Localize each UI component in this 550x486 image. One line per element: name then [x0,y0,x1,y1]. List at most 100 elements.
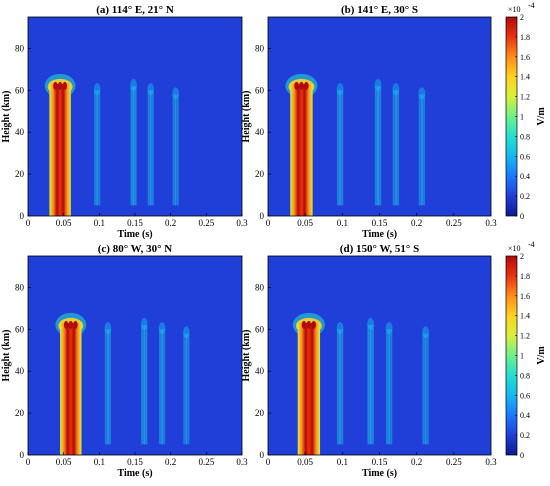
echo-stripe [134,85,137,206]
echo-stripe [341,329,344,445]
colorbar: 0 0.2 0.4 0.6 0.8 1 1.2 1.4 1.6 1.8 2×10 -4 V/m [505,240,547,460]
colorbar-multiplier: ×10 [508,244,521,253]
echo-cap [93,83,101,96]
colorbar-tick-label: 0.6 [520,391,530,400]
echo-stripe [174,94,177,206]
echo-stripe [394,90,397,206]
panel-title: (d) 150° W, 51° S [340,243,419,255]
colorbar-tick-label: 2 [520,13,524,22]
x-tick-label: 0.15 [372,218,388,228]
echo-stripe [388,329,391,445]
y-axis-label: Height (km) [1,330,12,382]
pulse-lobe [63,320,69,329]
main-pulse [290,83,313,216]
x-tick-label: 0 [26,218,31,228]
echo-stripe [130,85,133,206]
colorbar-tick-label: 1.6 [520,53,530,62]
y-tick-label: 20 [255,169,265,179]
echo-band [172,87,179,206]
x-tick-label: 0.3 [485,457,497,467]
y-tick-label: 0 [20,211,25,221]
echo-cap [183,326,190,339]
colorbar-tick-label: 0 [520,451,524,460]
pulse-lobe [57,81,63,90]
x-tick-label: 0.2 [165,457,176,467]
echo-stripe [106,329,109,445]
echo-stripe [158,329,162,445]
echo-cap [336,322,344,335]
colorbar-tick-label: 0.8 [520,371,530,380]
x-tick-label: 0.05 [56,457,72,467]
echo-band [392,83,400,206]
echo-stripe [161,329,164,445]
echo-band [374,78,382,206]
colorbar-tick-label: 0 [520,212,524,221]
echo-cap [140,317,148,330]
echo-stripe [396,90,400,206]
x-axis-label: Time (s) [117,229,152,240]
x-tick-label: 0.1 [94,457,105,467]
pulse-lobe [301,320,307,329]
echo-stripe [151,90,154,206]
colorbar-tick-label: 1.2 [520,332,530,341]
pulse-lobe [53,81,58,90]
echo-cap [418,87,426,100]
colorbar-tick-label: 1 [520,352,524,361]
x-tick-label: 0.3 [485,218,497,228]
echo-stripe [183,333,186,445]
echo-stripe [424,333,427,445]
colorbar-tick-label: 1 [520,113,524,122]
colorbar-tick-label: 1.8 [520,272,530,281]
echo-stripe [172,94,175,206]
colorbar-exponent: -4 [528,1,535,10]
y-tick-label: 60 [255,85,265,95]
y-tick-label: 60 [255,324,265,334]
y-tick-label: 80 [255,282,265,292]
y-tick-label: 60 [15,85,25,95]
panel-title: (a) 114° E, 21° N [96,4,174,16]
x-tick-label: 0 [266,457,271,467]
panel-d: 0 0.05 0.1 0.15 0.2 0.25 0.3 0 20 40 60 80 (d) 150° … [241,243,497,479]
main-pulse [49,83,71,216]
x-axis-label: Time (s) [362,229,397,240]
upper-band [268,17,491,32]
x-tick-label: 0.25 [446,457,462,467]
y-tick-label: 60 [15,324,25,334]
colorbar-tick-label: 0.2 [520,192,530,201]
echo-cap [336,83,344,96]
panel-title: (c) 80° W, 30° N [98,243,173,255]
colorbar-tick-label: 2 [520,252,524,261]
upper-band [268,256,491,271]
colorbar: 0 0.2 0.4 0.6 0.8 1 1.2 1.4 1.6 1.8 2×10 -4 V/m [505,1,547,221]
echo-cap [104,322,112,335]
colorbar-tick-label: 1.4 [520,73,530,82]
echo-stripe [149,90,152,206]
echo-stripe [338,90,342,206]
echo-stripe [176,94,179,206]
y-tick-label: 0 [260,450,265,460]
echo-band [367,317,375,445]
echo-stripe [385,329,389,445]
colorbar-tick-label: 0.4 [520,172,530,181]
y-axis-label: Height (km) [241,91,252,143]
echo-band [422,326,430,445]
y-tick-label: 80 [15,282,25,292]
panel-title: (b) 141° E, 30° S [341,4,418,16]
panel-a: 0 0.05 0.1 0.15 0.2 0.25 0.3 0 20 40 60 80 (a) 114° … [1,4,248,240]
echo-stripe [336,329,340,445]
x-tick-label: 0.2 [165,218,176,228]
colorbar-tick-label: 1.6 [520,292,530,301]
colorbar-multiplier: ×10 [508,5,521,14]
x-tick-label: 0.2 [411,457,422,467]
colorbar-tick-label: 0.2 [520,431,530,440]
x-tick-label: 0 [266,218,271,228]
echo-stripe [163,329,166,445]
echo-cap [422,326,430,339]
echo-stripe [96,90,99,206]
x-tick-label: 0.05 [297,457,313,467]
colorbar-tick-label: 1.2 [520,93,530,102]
pulse-lobe [294,81,299,90]
echo-stripe [336,90,340,206]
y-tick-label: 20 [255,408,265,418]
